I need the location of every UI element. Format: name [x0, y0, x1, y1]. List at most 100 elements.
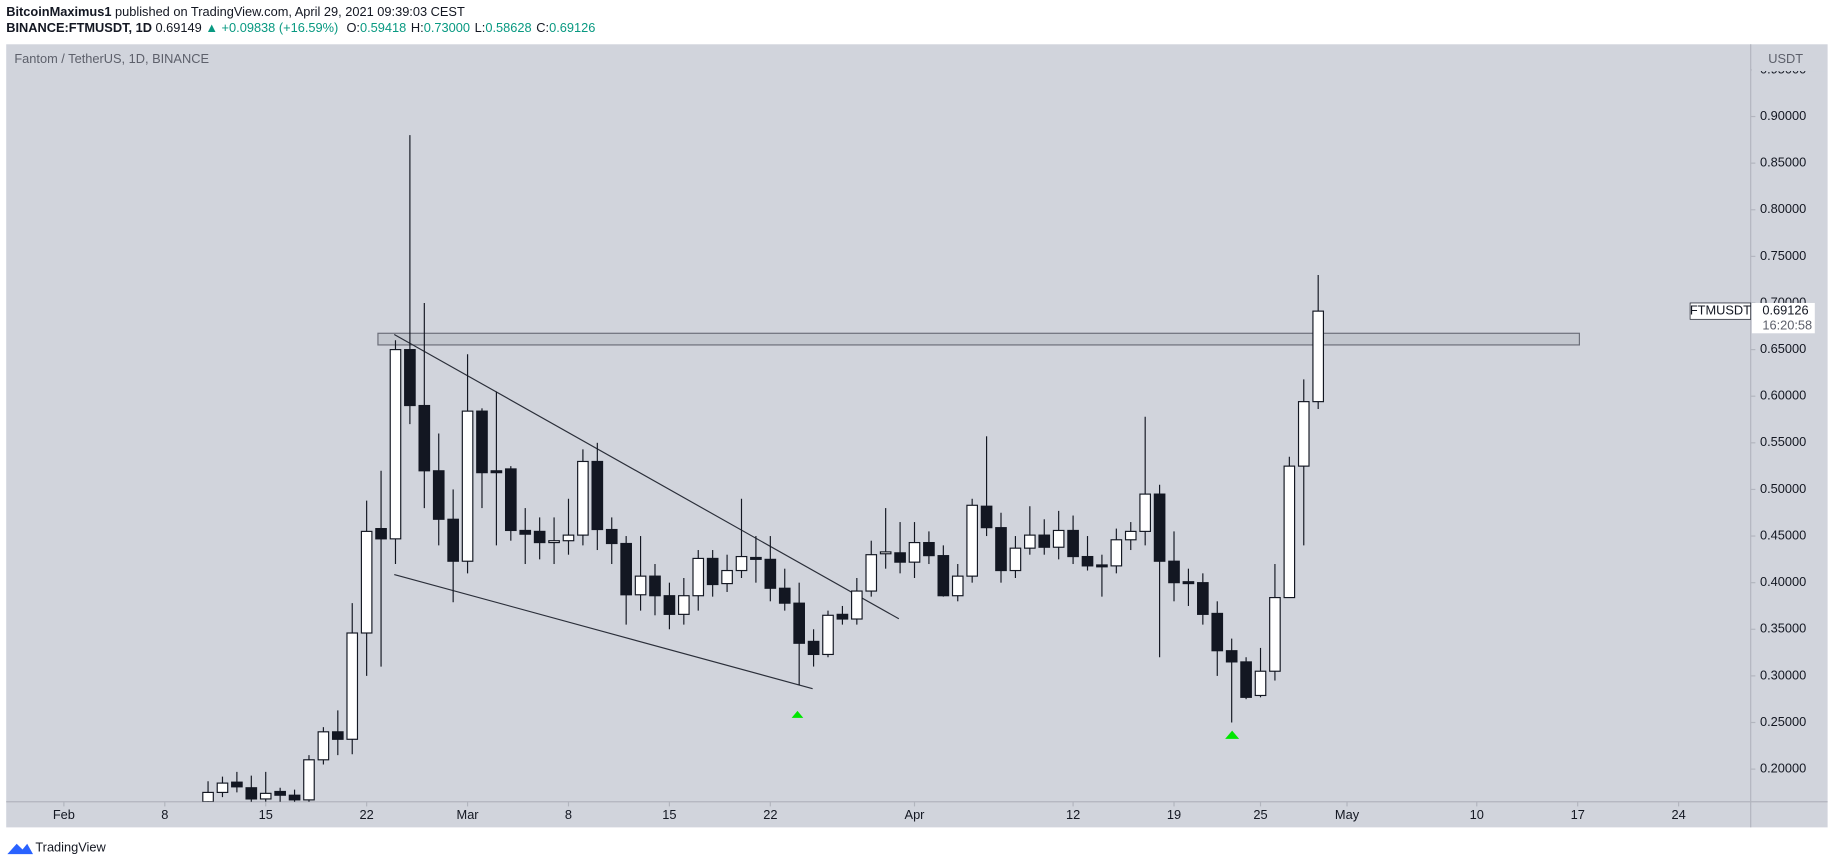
candle-body: [1052, 529, 1065, 548]
candle-body: [1297, 401, 1310, 467]
candle-body: [1197, 582, 1209, 615]
candle-body: [418, 404, 431, 472]
y-axis-label: USDT: [1768, 51, 1803, 66]
x-tick-label: 8: [161, 807, 168, 822]
y-tick-label: 0.80000: [1760, 201, 1806, 216]
price-tag: 0.69126: [1762, 303, 1808, 318]
candle-body: [519, 529, 532, 535]
candle-body: [1182, 581, 1195, 585]
published: published on TradingView.com, April 29, …: [115, 4, 465, 19]
x-tick-label: 22: [360, 807, 374, 822]
y-tick-label: 0.85000: [1760, 155, 1806, 170]
candle-body: [649, 575, 661, 597]
candle-body: [735, 555, 748, 572]
candle-body: [432, 470, 445, 520]
change: ▲ +0.09838 (+16.59%): [205, 21, 338, 36]
y-tick-label: 0.40000: [1760, 574, 1806, 589]
candle-body: [591, 460, 604, 531]
candle-body: [1269, 596, 1281, 672]
chart-pane: [6, 44, 1828, 828]
y-tick-label: 0.75000: [1760, 248, 1806, 263]
candle-body: [706, 557, 719, 586]
header-line-2: BINANCE:FTMUSDT, 1D 0.69149 ▲ +0.09838 (…: [6, 21, 595, 36]
candle-body: [447, 518, 459, 562]
candle-body: [1211, 612, 1224, 652]
candle-body: [490, 470, 503, 474]
candle-body: [1254, 670, 1267, 697]
candle-body: [793, 602, 805, 644]
candle-body: [288, 794, 301, 801]
y-tick-label: 0.55000: [1760, 434, 1806, 449]
y-tick-label: 0.20000: [1760, 761, 1806, 776]
candle-body: [1038, 534, 1051, 548]
candle-body: [663, 595, 676, 615]
candle-body: [317, 731, 330, 761]
x-tick-label: 10: [1470, 807, 1484, 822]
ohlc-value: 0.58628: [485, 21, 531, 36]
candle-body: [1009, 547, 1022, 572]
x-tick-label: Apr: [905, 807, 926, 822]
ohlc-label: L:: [475, 21, 486, 36]
candle-body: [1139, 493, 1152, 532]
signal-arrow: [791, 710, 804, 718]
candle-body: [461, 410, 474, 562]
candle-body: [865, 554, 878, 592]
symbol: BINANCE:FTMUSDT, 1D: [6, 21, 152, 36]
x-tick-label: 24: [1671, 807, 1685, 822]
x-tick-label: 25: [1253, 807, 1267, 822]
candle-body: [620, 542, 632, 596]
symbol-tag: FTMUSDT: [1690, 303, 1751, 318]
candle-body: [1312, 310, 1325, 403]
candle-body: [245, 787, 258, 800]
candle-body: [605, 528, 618, 545]
y-tick-label: 0.35000: [1760, 621, 1806, 636]
symbol-tag-bg: [1689, 302, 1752, 320]
footer-logo: TradingView: [7, 840, 107, 855]
candle-body: [1067, 529, 1079, 558]
candle-body: [303, 759, 315, 801]
x-tick-label: 15: [259, 807, 273, 822]
candle-body: [1168, 560, 1180, 584]
x-tick-label: Feb: [53, 807, 75, 822]
y-tick-label: 0.65000: [1760, 341, 1806, 356]
candle-body: [533, 530, 546, 544]
candle-body: [822, 614, 834, 656]
candle-body: [923, 541, 935, 557]
y-tick-label: 0.90000: [1760, 108, 1806, 123]
candle-body: [504, 468, 517, 532]
candle-body: [750, 556, 762, 560]
x-tick-label: 17: [1571, 807, 1585, 822]
logo-icon: [7, 843, 34, 855]
candle-body: [1283, 465, 1296, 599]
ohlc-value: 0.69126: [549, 21, 595, 36]
candle-body: [836, 613, 849, 620]
candle-body: [389, 349, 402, 540]
x-tick-label: 15: [662, 807, 676, 822]
author: BitcoinMaximus1: [6, 4, 111, 19]
y-tick-label: 0.50000: [1760, 481, 1806, 496]
candle-body: [231, 781, 243, 788]
candle-body: [346, 632, 359, 740]
last-price: 0.69149: [156, 21, 202, 36]
ohlc-label: O:: [346, 21, 360, 36]
candle-body: [331, 731, 344, 740]
trend-line-lower: [394, 573, 813, 690]
signal-arrow: [1225, 730, 1240, 739]
candle-body: [1153, 493, 1166, 562]
candle-body: [879, 551, 892, 555]
ohlc-value: 0.73000: [424, 21, 470, 36]
candle-body: [274, 790, 286, 796]
candle-body: [404, 349, 416, 407]
x-tick-label: Mar: [457, 807, 480, 822]
resistance-zone: [377, 332, 1580, 346]
plot-area: [202, 135, 1580, 802]
candle-body: [562, 534, 575, 542]
x-tick-label: 8: [565, 807, 572, 822]
candle-body: [995, 527, 1007, 572]
candle-body: [202, 791, 214, 802]
candle-body: [980, 505, 993, 529]
candle-body: [908, 541, 921, 563]
y-tick-label: 0.60000: [1760, 388, 1806, 403]
